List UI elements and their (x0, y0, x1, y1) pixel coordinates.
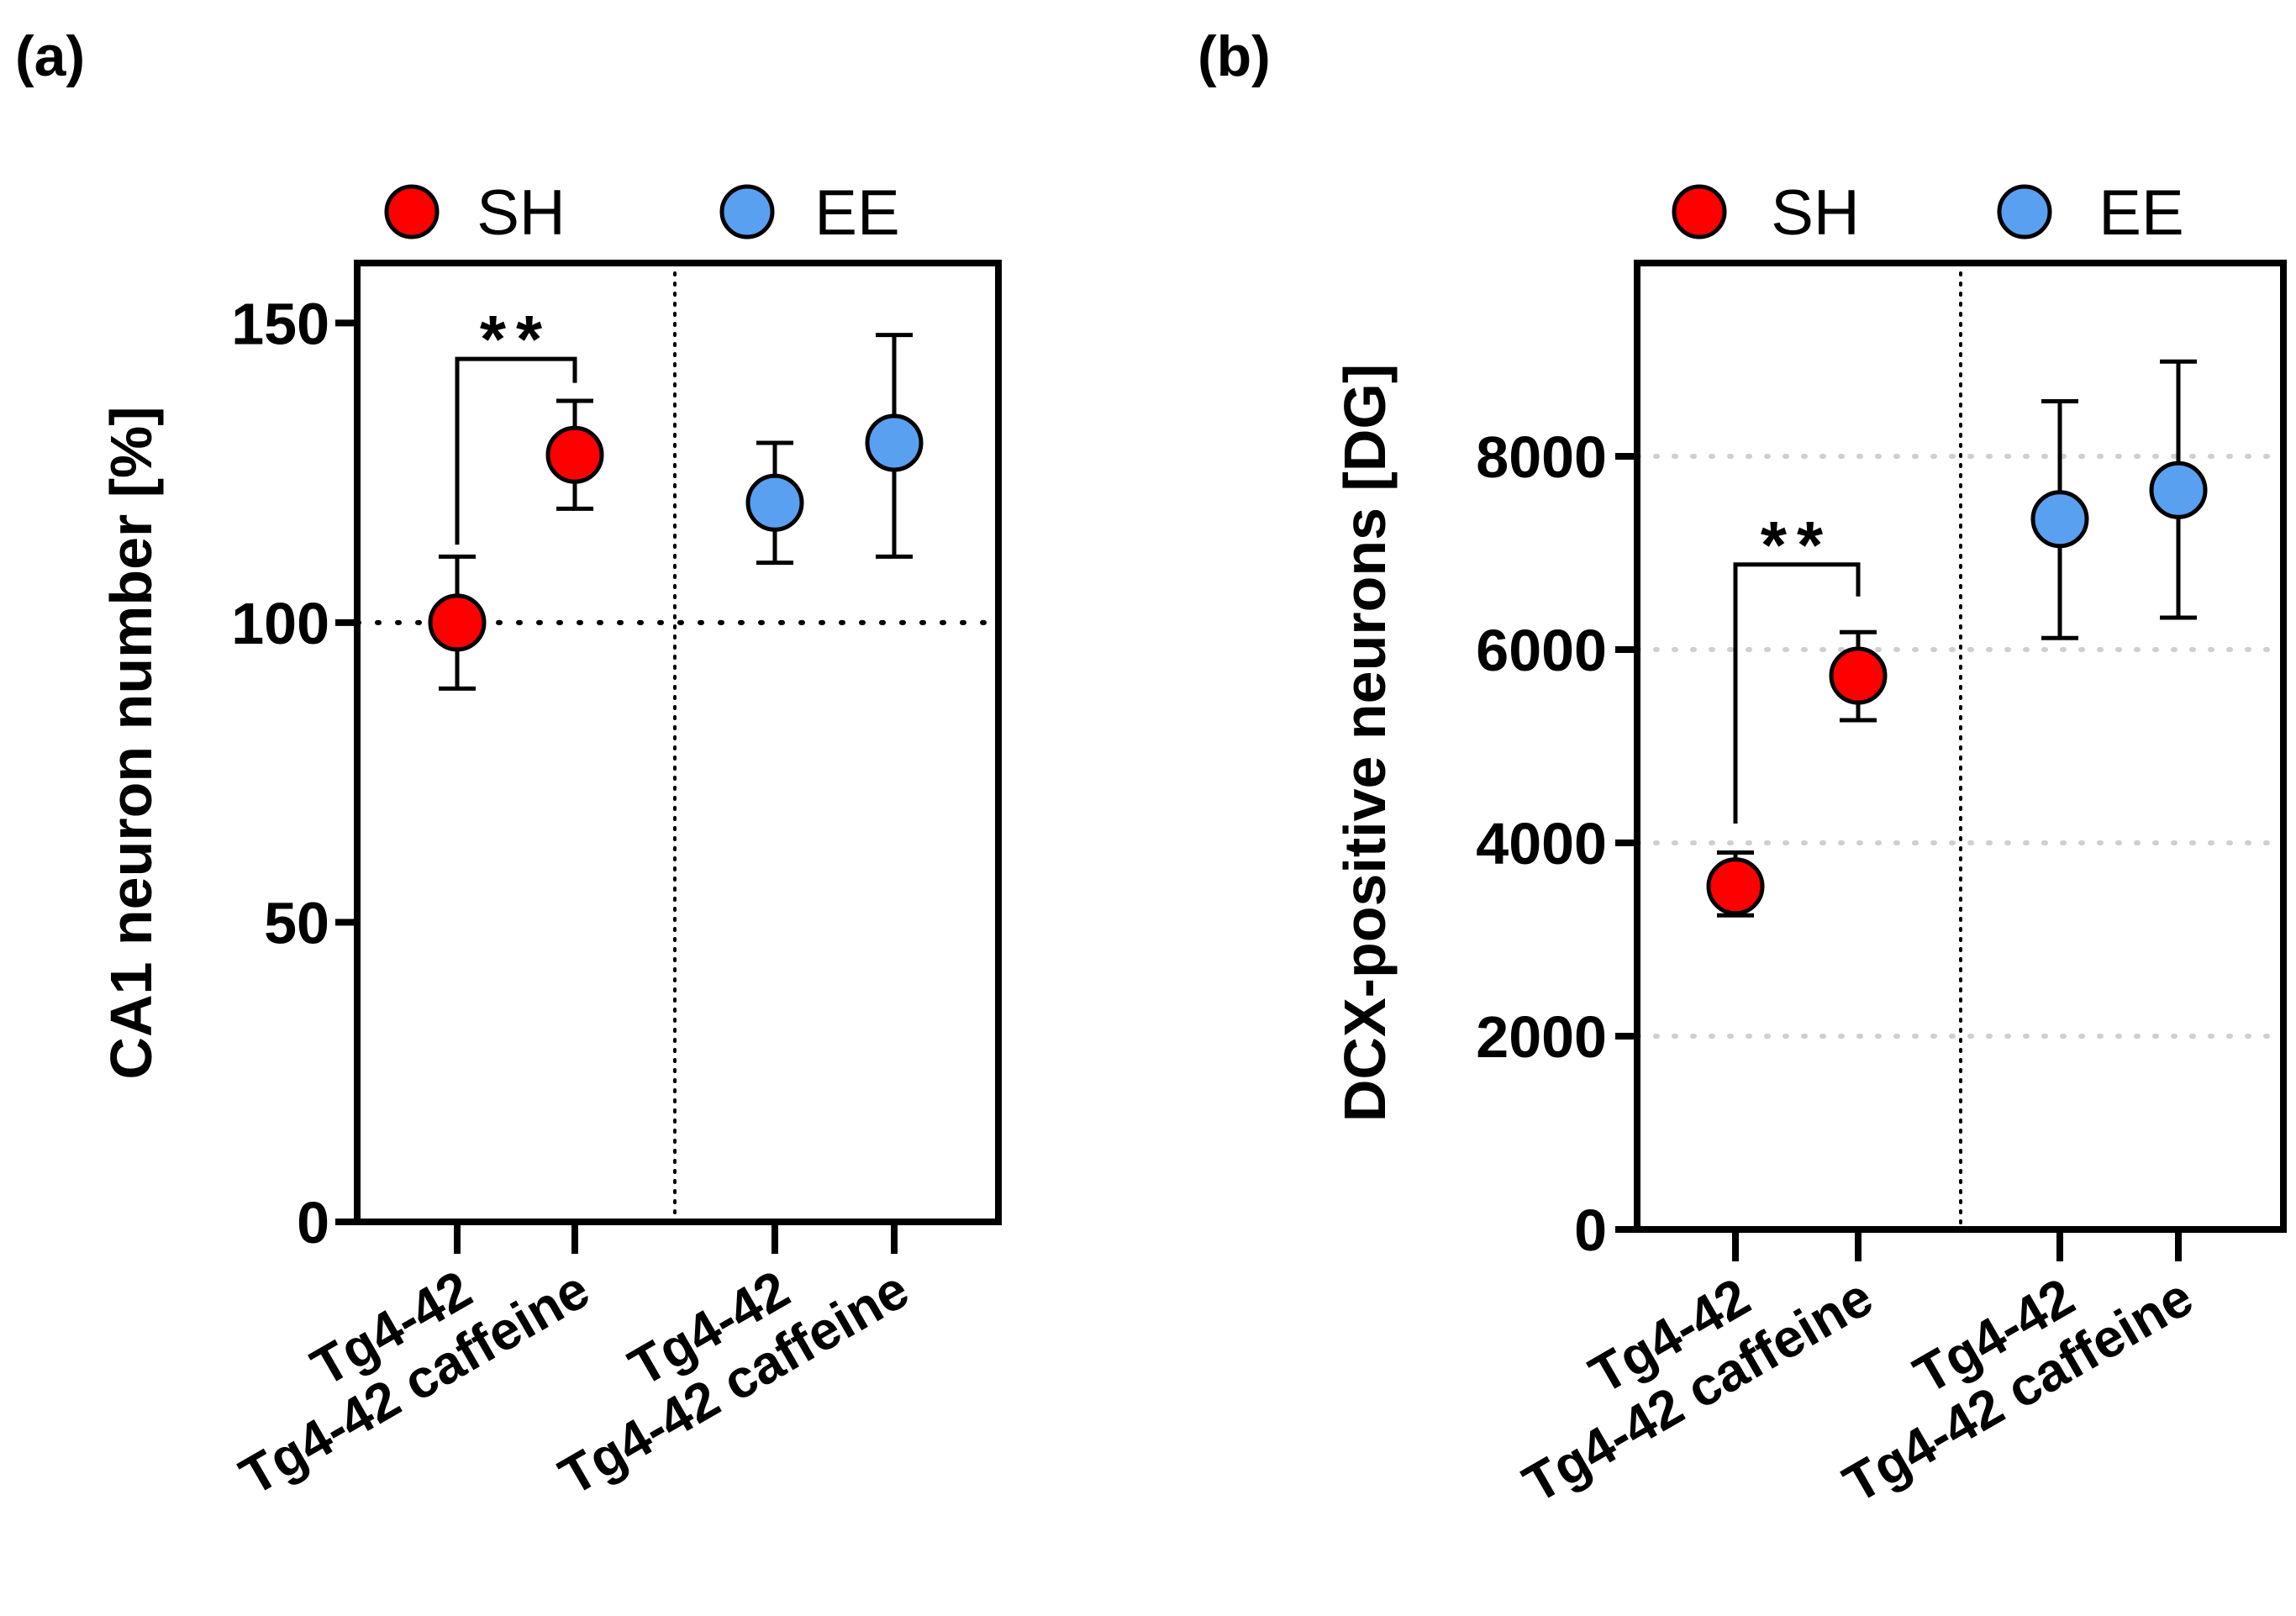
significance-label: ** (1761, 508, 1833, 582)
legend-marker-sh (1672, 184, 1727, 240)
y-tick-label: 2000 (1476, 1004, 1607, 1070)
legend-label: EE (2099, 177, 2183, 249)
data-point-sh (1706, 857, 1765, 916)
legend-label: SH (477, 177, 566, 249)
y-tick-label: 0 (1574, 1198, 1607, 1263)
data-point-sh (1829, 646, 1888, 705)
chart-panel-b: (b) 0 2000 4000 6000 8000 DCX-positive neurons… (1198, 24, 2287, 1514)
significance-label: ** (480, 302, 552, 376)
legend-marker-ee (1997, 184, 2052, 240)
y-tick-label: 50 (264, 890, 329, 955)
significance-bracket (455, 356, 577, 545)
panel-label: (b) (1198, 24, 1271, 88)
significance-bracket (1733, 562, 1861, 824)
data-point-ee (865, 413, 924, 472)
data-point-ee (2149, 461, 2208, 519)
plot-frame (1634, 260, 2287, 1233)
y-tick-label: 8000 (1476, 424, 1607, 490)
legend-marker-sh (384, 184, 440, 240)
data-point-sh (428, 593, 487, 652)
plot-frame (354, 260, 1002, 1225)
y-axis-title: DCX-positive neurons [DG] (1332, 364, 1398, 1122)
y-tick-label: 150 (231, 291, 329, 356)
data-point-ee (745, 473, 804, 532)
y-axis-title: CA1 neuron number [%] (98, 406, 164, 1079)
data-point-sh (545, 425, 604, 484)
legend-label: EE (814, 177, 899, 249)
legend-marker-ee (719, 184, 775, 240)
y-tick-label: 6000 (1476, 618, 1607, 683)
panel-label: (a) (15, 24, 85, 88)
y-tick-label: 100 (231, 591, 329, 656)
data-point-ee (2030, 490, 2089, 549)
y-tick-label: 0 (297, 1190, 329, 1255)
y-tick-label: 4000 (1476, 811, 1607, 876)
legend-label: SH (1771, 177, 1860, 249)
